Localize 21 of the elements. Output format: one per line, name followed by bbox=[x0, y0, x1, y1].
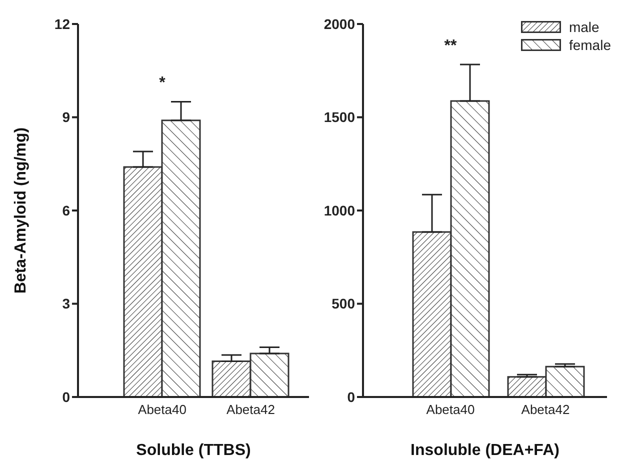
y-tick-label: 3 bbox=[62, 296, 70, 312]
y-tick-label: 9 bbox=[62, 109, 70, 126]
y-tick-label: 0 bbox=[347, 388, 356, 405]
legend-label: female bbox=[568, 37, 611, 53]
x-tick-label: Abeta42 bbox=[226, 402, 275, 418]
legend-label: male bbox=[568, 19, 600, 35]
x-axis-title: Soluble (TTBS) bbox=[136, 442, 251, 459]
x-tick-label: Abeta40 bbox=[426, 402, 475, 418]
y-tick-label: 1000 bbox=[324, 202, 356, 218]
x-tick-label: Abeta40 bbox=[138, 402, 186, 418]
annotation: * bbox=[159, 74, 166, 92]
y-tick-label: 12 bbox=[54, 16, 70, 32]
y-tick-label: 1500 bbox=[324, 109, 356, 126]
y-axis-title: Beta-Amyloid (ng/mg) bbox=[12, 127, 30, 294]
y-tick-label: 500 bbox=[332, 296, 356, 312]
y-tick-label: 2000 bbox=[324, 16, 356, 32]
y-tick-label: 6 bbox=[62, 202, 70, 218]
y-tick-label: 0 bbox=[62, 388, 70, 405]
x-axis-title: Insoluble (DEA+FA) bbox=[410, 442, 560, 459]
annotation: ** bbox=[444, 37, 458, 54]
x-tick-label: Abeta42 bbox=[521, 402, 570, 418]
